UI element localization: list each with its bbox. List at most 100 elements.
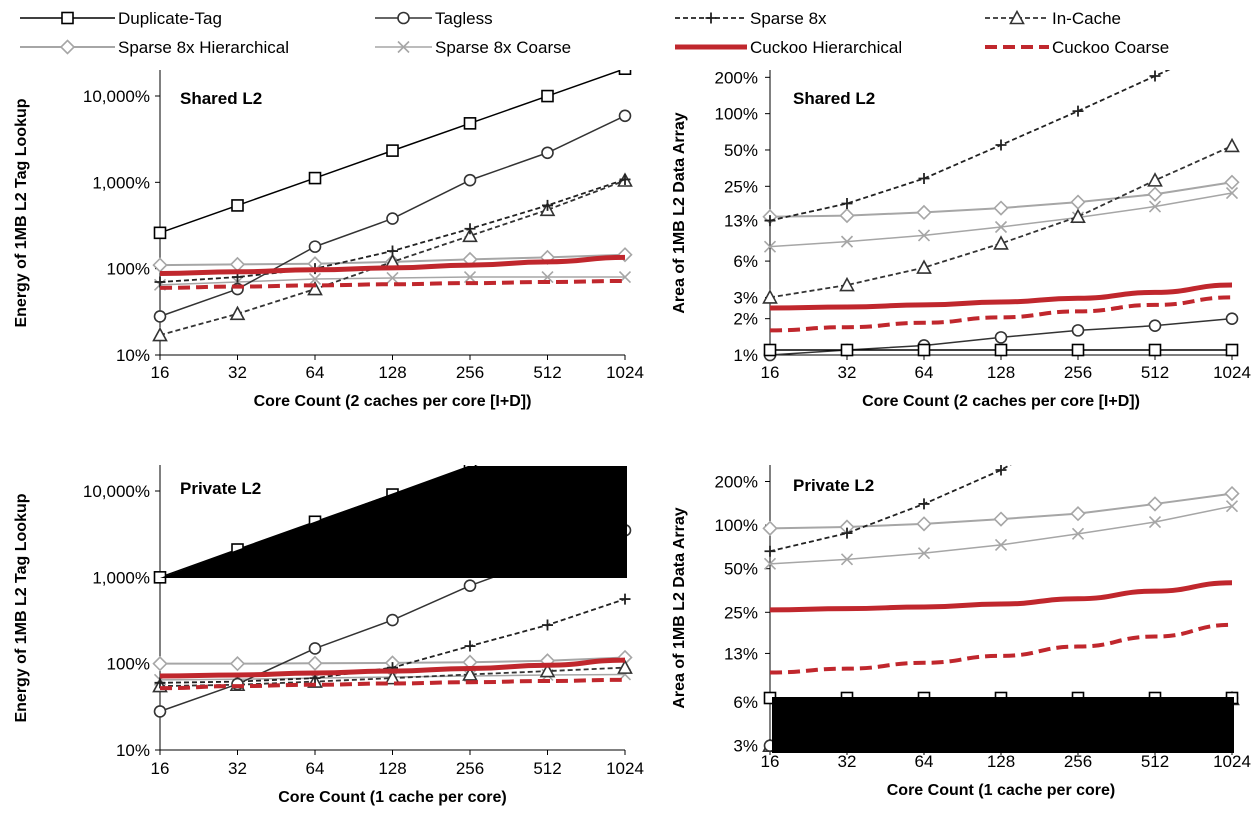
- chart-panels: 10% 100% 1,000% 10,000% 16 32 64 128 256 512 1024 C…: [13, 68, 1251, 806]
- series-sparse8x: [154, 173, 631, 288]
- y-tick-label: 50%: [724, 560, 758, 579]
- y-tick-label: 100%: [715, 516, 758, 535]
- legend-item-sparse8x_hier: Sparse 8x Hierarchical: [20, 38, 289, 57]
- x-axis-title: Core Count (2 caches per core [I+D]): [862, 393, 1140, 410]
- legend-item-in_cache: In-Cache: [985, 9, 1121, 28]
- data-point-sparse8x: [464, 640, 476, 652]
- data-point-duplicate_tag: [763, 343, 777, 357]
- legend-item-cuckoo_coarse: Cuckoo Coarse: [985, 38, 1169, 57]
- legend-item-cuckoo_hier: Cuckoo Hierarchical: [675, 38, 902, 57]
- data-point-sparse8x_hier: [762, 520, 778, 536]
- x-tick-label: 256: [1064, 363, 1092, 382]
- series-sparse8x_coarse: [763, 186, 1239, 253]
- series-line-in_cache: [769, 145, 1233, 299]
- data-point-duplicate_tag: [541, 89, 554, 103]
- legend-swatch-marker: [397, 40, 410, 54]
- series-line-cuckoo_coarse: [159, 677, 626, 691]
- data-point-sparse8x: [154, 276, 166, 288]
- data-point-sparse8x: [918, 173, 930, 185]
- data-point-sparse8x: [619, 593, 631, 605]
- series-sparse8x: [154, 593, 631, 689]
- data-point-duplicate_tag: [1148, 343, 1162, 357]
- data-point-tagless: [1225, 312, 1239, 325]
- legend-swatch-marker: [1009, 9, 1025, 25]
- series-line-cuckoo_coarse: [769, 622, 1233, 675]
- chart-panel-1: 10% 100% 1,000% 10,000% 16 32 64 128 256 512 1024 C…: [13, 70, 644, 410]
- series-line-cuckoo_hier: [159, 254, 626, 276]
- data-point-sparse8x_coarse: [917, 547, 931, 560]
- data-point-sparse8x_hier: [1147, 186, 1163, 202]
- data-point-tagless: [386, 212, 399, 225]
- y-tick-label: 1,000%: [92, 568, 150, 587]
- series-line-cuckoo_coarse: [159, 278, 626, 290]
- y-tick-label: 10,000%: [83, 482, 150, 501]
- chart-panel-3: 10% 100% 1,000% 10,000% 16 32 64 128 256 512 1024 C…: [13, 465, 644, 806]
- x-tick-label: 512: [1141, 363, 1169, 382]
- series-line-cuckoo_hier: [769, 282, 1233, 311]
- legend: Duplicate-Tag Tagless Sparse 8x In-Cache Spa…: [20, 9, 1169, 57]
- data-point-sparse8x_hier: [839, 207, 855, 224]
- y-tick-label: 1,000%: [92, 173, 150, 192]
- data-point-sparse8x: [918, 498, 930, 510]
- data-point-in_cache: [1224, 137, 1240, 153]
- x-tick-label: 16: [151, 759, 170, 778]
- data-point-sparse8x_coarse: [840, 235, 854, 248]
- y-tick-label: 10%: [116, 346, 150, 365]
- data-point-in_cache: [993, 235, 1009, 250]
- data-point-tagless: [308, 240, 322, 253]
- legend-label: Duplicate-Tag: [118, 9, 222, 28]
- x-tick-label: 256: [1064, 752, 1092, 771]
- panel-label: Shared L2: [793, 89, 875, 108]
- plot-area: [762, 70, 1240, 362]
- series-duplicate_tag: [763, 343, 1239, 357]
- series-cuckoo_coarse: [159, 278, 626, 290]
- y-axis-title: Area of 1MB L2 Data Array: [671, 507, 688, 708]
- data-point-sparse8x_coarse: [463, 270, 477, 284]
- legend-label: Cuckoo Hierarchical: [750, 38, 902, 57]
- data-point-in_cache: [307, 280, 323, 296]
- data-point-sparse8x: [1072, 105, 1084, 117]
- data-point-tagless: [1148, 319, 1162, 332]
- legend-item-sparse8x: Sparse 8x: [675, 9, 827, 28]
- data-point-duplicate_tag: [463, 117, 477, 130]
- series-line-cuckoo_coarse: [769, 295, 1233, 333]
- data-point-sparse8x_hier: [307, 655, 323, 671]
- data-point-in_cache: [839, 276, 855, 292]
- data-point-sparse8x_hier: [1224, 174, 1240, 190]
- x-tick-label: 512: [533, 363, 561, 382]
- y-axis-title: Energy of 1MB L2 Tag Lookup: [13, 493, 30, 722]
- data-point-sparse8x: [619, 173, 631, 185]
- x-tick-label: 128: [378, 363, 406, 382]
- series-sparse8x_hier: [762, 485, 1240, 536]
- x-tick-label: 128: [987, 363, 1015, 382]
- legend-swatch-marker: [397, 11, 410, 25]
- x-tick-label: 512: [533, 759, 561, 778]
- series-line-cuckoo_hier: [769, 580, 1233, 613]
- x-tick-label: 64: [306, 363, 325, 382]
- x-tick-label: 512: [1141, 752, 1169, 771]
- y-tick-label: 100%: [107, 260, 150, 279]
- data-point-duplicate_tag: [308, 171, 322, 185]
- legend-label: In-Cache: [1052, 9, 1121, 28]
- y-tick-label: 3%: [733, 737, 758, 756]
- data-point-sparse8x: [995, 465, 1007, 476]
- x-tick-label: 1024: [1213, 752, 1251, 771]
- x-tick-label: 256: [456, 759, 484, 778]
- legend-label: Sparse 8x Coarse: [435, 38, 571, 57]
- data-point-duplicate_tag: [386, 144, 399, 157]
- data-point-tagless: [386, 613, 399, 627]
- data-point-sparse8x_hier: [1070, 506, 1086, 522]
- data-point-in_cache: [462, 227, 478, 243]
- x-tick-label: 32: [838, 363, 857, 382]
- y-tick-label: 50%: [724, 141, 758, 160]
- data-point-in_cache: [1147, 172, 1163, 187]
- series-cuckoo_coarse: [159, 677, 626, 691]
- y-axis-title: Energy of 1MB L2 Tag Lookup: [13, 98, 30, 327]
- data-point-tagless: [994, 331, 1008, 344]
- data-point-sparse8x_coarse: [994, 220, 1008, 234]
- legend-item-duplicate_tag: Duplicate-Tag: [20, 9, 222, 28]
- data-point-in_cache: [462, 666, 478, 681]
- series-cuckoo_hier: [159, 657, 626, 679]
- data-point-sparse8x: [464, 223, 476, 235]
